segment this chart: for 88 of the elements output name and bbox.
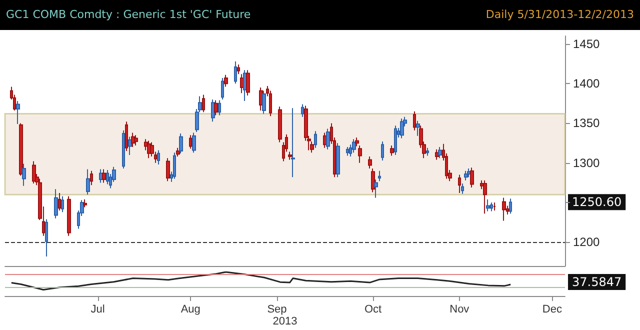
candlestick	[314, 130, 317, 148]
candlestick	[234, 60, 237, 84]
candlestick	[45, 218, 48, 257]
candlestick	[326, 128, 330, 150]
candlestick	[291, 108, 295, 178]
candlestick	[355, 137, 359, 147]
candlestick	[128, 136, 132, 156]
candlestick	[54, 188, 58, 219]
candlestick	[189, 134, 192, 150]
candlestick	[486, 198, 490, 212]
y-tick-label: 1300	[573, 156, 600, 170]
candlestick	[237, 64, 240, 75]
candlestick	[483, 180, 487, 214]
candlestick	[352, 138, 356, 154]
x-tick-label: Dec	[542, 304, 562, 316]
candlestick	[67, 196, 71, 236]
candlestick	[358, 144, 362, 164]
candlestick	[134, 134, 138, 146]
candlestick	[19, 122, 23, 176]
candlestick	[381, 140, 384, 162]
candlestick	[301, 104, 304, 118]
text: 37.5847	[572, 275, 622, 289]
y-tick-label: 1450	[573, 36, 600, 51]
x-tick-label: Aug	[180, 304, 200, 316]
chart-subtitle: Daily 5/31/2013-12/2/2013	[486, 8, 634, 21]
candlestick	[278, 106, 282, 143]
candlestick	[58, 192, 61, 211]
candlestick	[502, 197, 506, 222]
candlestick	[157, 150, 160, 165]
candlestick	[435, 148, 439, 160]
candlestick	[438, 146, 442, 159]
candlestick	[125, 121, 128, 152]
candlestick	[106, 170, 109, 185]
candlestick	[16, 100, 20, 125]
candlestick	[86, 168, 90, 196]
candlestick	[176, 147, 180, 158]
candlestick	[61, 196, 64, 213]
y-tick-label: 1350	[573, 116, 600, 130]
candlestick	[221, 78, 224, 100]
candlestick	[246, 70, 250, 96]
y-tick-label: 1200	[573, 235, 600, 250]
candlestick	[413, 110, 416, 131]
candlestick	[426, 147, 429, 156]
candlestick	[102, 168, 106, 184]
candlestick	[346, 146, 349, 156]
candlestick	[378, 170, 381, 182]
candlestick	[192, 132, 196, 154]
candlestick	[22, 163, 26, 186]
candlestick	[416, 120, 420, 136]
x-axis-title: 2013	[272, 316, 298, 328]
candlestick	[262, 90, 266, 114]
x-tick-label: Jul	[90, 304, 105, 316]
candlestick	[122, 130, 125, 169]
x-tick-label: Oct	[364, 304, 382, 316]
candlestick	[368, 156, 372, 169]
candlestick	[90, 170, 93, 186]
candlestick	[173, 152, 176, 180]
candlestick	[336, 142, 340, 178]
x-tick-label: Nov	[450, 304, 470, 316]
y-tick-label: 1400	[573, 76, 600, 91]
candlestick	[224, 74, 228, 88]
candlestick	[374, 179, 378, 198]
candlestick	[371, 168, 375, 193]
candlestick	[400, 118, 404, 139]
candlestick	[179, 133, 183, 154]
candlestick	[288, 151, 292, 160]
x-tick-label: Sep	[267, 304, 287, 316]
candlestick	[458, 174, 461, 194]
candlestick	[467, 168, 471, 178]
candlestick	[202, 94, 205, 113]
candlestick	[493, 202, 496, 211]
candlestick	[509, 198, 512, 214]
candlestick	[464, 170, 468, 181]
candlestick	[390, 144, 394, 156]
candlestick	[470, 167, 474, 188]
candlestick	[269, 90, 272, 117]
candlestick	[461, 183, 464, 194]
candlestick	[32, 160, 36, 184]
candlestick	[131, 132, 135, 148]
chart-title: GC1 COMB Comdty : Generic 1st 'GC' Future	[6, 8, 251, 21]
candlestick	[166, 158, 170, 182]
candlestick	[490, 202, 493, 212]
candlestick	[218, 100, 221, 116]
candlestick	[214, 100, 218, 116]
candlestick	[211, 98, 215, 122]
text: 1250.60	[572, 195, 622, 210]
candlestick	[83, 198, 87, 208]
candlestick	[394, 125, 397, 156]
